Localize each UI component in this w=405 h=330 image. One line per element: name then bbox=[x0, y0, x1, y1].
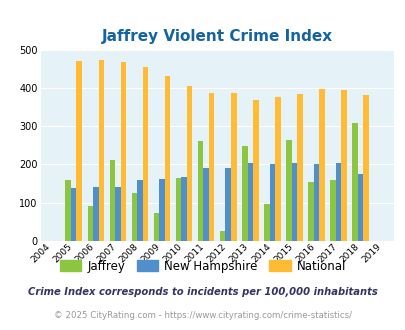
Bar bbox=[296, 94, 302, 241]
Bar bbox=[241, 146, 247, 241]
Bar bbox=[225, 168, 230, 241]
Bar bbox=[65, 181, 71, 241]
Bar bbox=[291, 163, 296, 241]
Bar bbox=[252, 100, 258, 241]
Text: © 2025 CityRating.com - https://www.cityrating.com/crime-statistics/: © 2025 CityRating.com - https://www.city… bbox=[54, 311, 351, 320]
Bar bbox=[220, 231, 225, 241]
Bar bbox=[159, 179, 164, 241]
Bar bbox=[352, 123, 357, 241]
Bar bbox=[209, 93, 214, 241]
Legend: Jaffrey, New Hampshire, National: Jaffrey, New Hampshire, National bbox=[55, 255, 350, 278]
Bar bbox=[269, 164, 275, 241]
Bar bbox=[318, 89, 324, 241]
Bar bbox=[87, 207, 93, 241]
Bar bbox=[307, 182, 313, 241]
Bar bbox=[330, 181, 335, 241]
Bar bbox=[362, 95, 368, 241]
Bar bbox=[115, 187, 120, 241]
Bar bbox=[131, 193, 137, 241]
Bar bbox=[264, 204, 269, 241]
Bar bbox=[357, 174, 362, 241]
Bar bbox=[175, 178, 181, 241]
Text: Crime Index corresponds to incidents per 100,000 inhabitants: Crime Index corresponds to incidents per… bbox=[28, 287, 377, 297]
Bar bbox=[203, 168, 209, 241]
Bar bbox=[313, 164, 318, 241]
Bar bbox=[275, 97, 280, 241]
Bar bbox=[335, 163, 341, 241]
Bar bbox=[164, 76, 170, 241]
Bar bbox=[341, 90, 346, 241]
Bar bbox=[181, 177, 186, 241]
Bar bbox=[109, 160, 115, 241]
Bar bbox=[153, 213, 159, 241]
Bar bbox=[93, 186, 98, 241]
Bar bbox=[197, 141, 203, 241]
Title: Jaffrey Violent Crime Index: Jaffrey Violent Crime Index bbox=[101, 29, 332, 44]
Bar bbox=[71, 188, 76, 241]
Bar bbox=[186, 86, 192, 241]
Bar bbox=[137, 180, 142, 241]
Bar bbox=[247, 163, 252, 241]
Bar bbox=[286, 140, 291, 241]
Bar bbox=[230, 93, 236, 241]
Bar bbox=[120, 62, 126, 241]
Bar bbox=[76, 61, 82, 241]
Bar bbox=[98, 60, 104, 241]
Bar bbox=[142, 67, 148, 241]
